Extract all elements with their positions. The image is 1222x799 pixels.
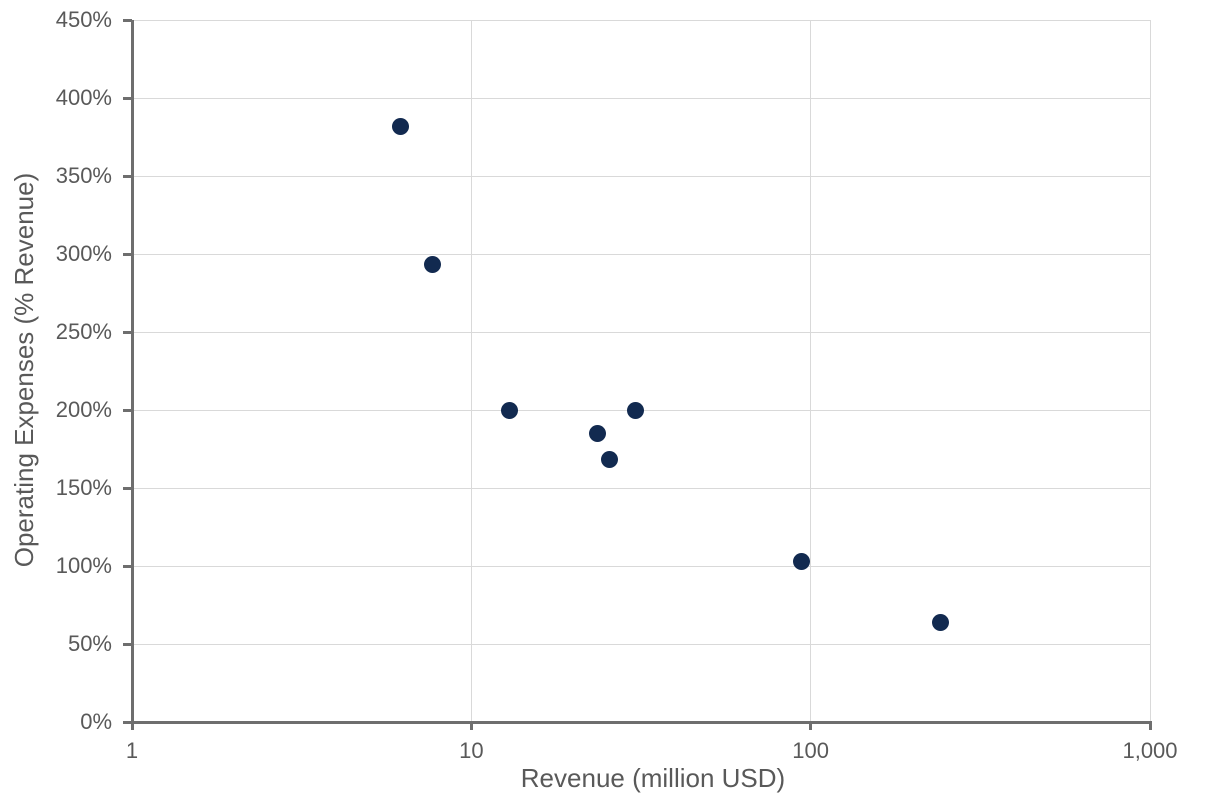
scatter-point [626,401,644,419]
y-tick-mark [123,18,132,22]
x-axis-title: Revenue (million USD) [520,763,786,793]
x-tick-mark [130,722,134,730]
y-tick-mark [123,486,132,490]
y-tick-mark [123,642,132,646]
scatter-point [589,424,607,442]
x-gridline [1149,20,1151,722]
x-tick-mark [809,722,813,730]
scatter-point [392,117,410,135]
x-tick-label: 100 [792,738,830,763]
y-gridline [132,487,1150,489]
y-axis-line [130,20,134,724]
x-tick-mark [1148,722,1152,730]
y-tick-label: 200% [55,397,112,422]
y-tick-label: 50% [67,631,112,656]
y-tick-mark [123,408,132,412]
x-gridline [470,20,472,722]
scatter-point [932,613,950,631]
y-gridline [132,253,1150,255]
scatter-point [793,552,811,570]
scatter-point [601,451,619,469]
scatter-point [424,256,442,274]
y-gridline [132,175,1150,177]
y-tick-mark [123,96,132,100]
y-gridline [132,643,1150,645]
y-tick-mark [123,252,132,256]
y-tick-label: 100% [55,553,112,578]
y-tick-mark [123,174,132,178]
x-tick-label: 10 [459,738,484,763]
y-tick-label: 450% [55,7,112,32]
x-tick-label: 1 [125,738,139,763]
y-tick-label: 350% [55,163,112,188]
scatter-point [501,401,519,419]
y-tick-mark [123,330,132,334]
x-tick-label: 1,000 [1122,738,1178,763]
y-tick-label: 250% [55,319,112,344]
y-tick-mark [123,564,132,568]
y-tick-label: 400% [55,85,112,110]
y-gridline [132,19,1150,21]
y-tick-mark [123,720,132,724]
x-axis-line [130,720,1152,724]
y-gridline [132,331,1150,333]
x-tick-mark [469,722,473,730]
y-tick-label: 150% [55,475,112,500]
y-tick-label: 300% [55,241,112,266]
y-gridline [132,565,1150,567]
x-gridline [810,20,812,722]
y-axis-title: Operating Expenses (% Revenue) [9,172,39,568]
y-gridline [132,97,1150,99]
y-tick-label: 0% [80,709,112,734]
